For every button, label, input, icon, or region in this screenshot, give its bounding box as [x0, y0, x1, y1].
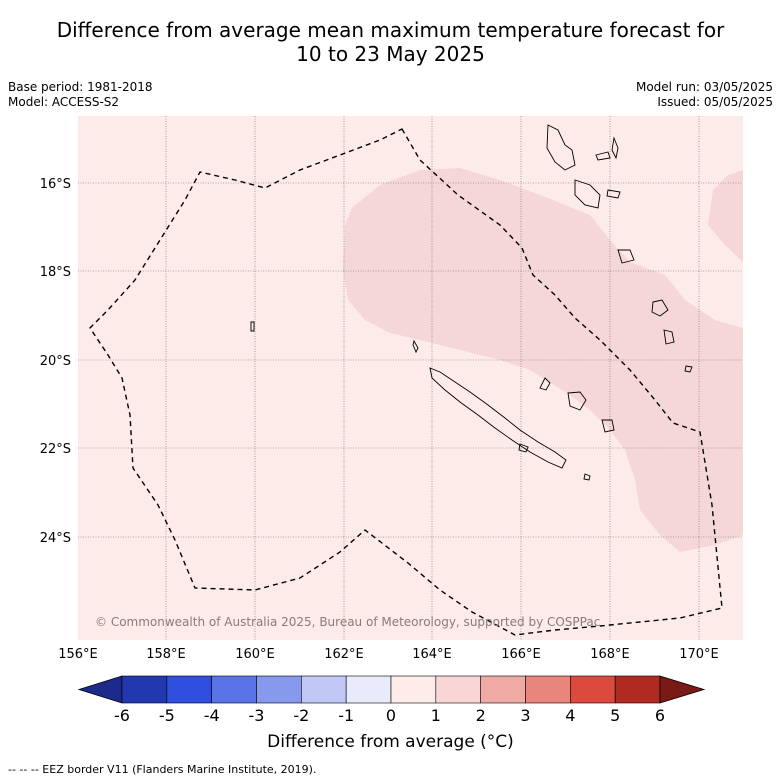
lon-tick-162: 162°E	[324, 647, 364, 662]
colorbar-segment	[390, 675, 437, 704]
copyright-text: © Commonwealth of Australia 2025, Bureau…	[95, 615, 600, 629]
lon-tick-158: 158°E	[146, 647, 186, 662]
colorbar-tick-label: 1	[431, 706, 441, 725]
ambrym-island	[595, 151, 611, 161]
colorbar-segment	[480, 675, 526, 704]
lon-tick-168: 168°E	[590, 647, 630, 662]
colorbar-tick-label: -1	[338, 706, 354, 725]
meta-left: Base period: 1981-2018 Model: ACCESS-S2	[8, 80, 153, 110]
chesterfield-reef	[250, 321, 255, 332]
latitude-ticks: 16°S 18°S 20°S 22°S 24°S	[40, 177, 71, 546]
new-caledonia-island	[429, 367, 567, 469]
pentecost-island	[611, 136, 619, 160]
erromango-island	[651, 299, 669, 317]
colorbar-segment	[614, 675, 661, 704]
meta-right: Model run: 03/05/2025 Issued: 05/05/2025	[636, 80, 773, 110]
colorbar-segment	[121, 675, 168, 704]
lat-tick-24: 24°S	[40, 531, 71, 546]
colorbar-tick-label: -4	[204, 706, 220, 725]
tanna-island	[663, 329, 675, 345]
colorbar-tick-label: -6	[114, 706, 130, 725]
eez-border	[89, 128, 723, 636]
aneityum-island	[684, 365, 693, 373]
lat-tick-20: 20°S	[40, 354, 71, 369]
eez-footnote: -- -- -- EEZ border V11 (Flanders Marine…	[8, 763, 317, 776]
lat-tick-16: 16°S	[40, 177, 71, 192]
colorbar-segment	[166, 675, 212, 704]
colorbar-segment	[211, 675, 257, 704]
efate-island	[617, 249, 635, 264]
colorbar-segment	[345, 675, 392, 704]
colorbar-tick-label: 5	[610, 706, 620, 725]
ouvea-island	[539, 377, 551, 391]
lon-tick-170: 170°E	[679, 647, 719, 662]
title-line-2: 10 to 23 May 2025	[296, 42, 485, 66]
colorbar-segment	[525, 675, 571, 704]
colorbar-label: Difference from average (°C)	[267, 732, 514, 752]
lon-tick-160: 160°E	[235, 647, 275, 662]
lon-tick-166: 166°E	[501, 647, 541, 662]
malekula-island	[574, 179, 601, 209]
islands	[250, 124, 693, 481]
colorbar-tick-label: 3	[520, 706, 530, 725]
lat-tick-22: 22°S	[40, 442, 71, 457]
colorbar-tick-label: -2	[293, 706, 309, 725]
colorbar-segment	[435, 675, 481, 704]
ile-des-pins	[518, 443, 529, 453]
lon-tick-164: 164°E	[412, 647, 452, 662]
anomaly-region-edge	[708, 170, 743, 262]
colorbar-tick-label: 0	[386, 706, 396, 725]
gridlines	[78, 116, 743, 640]
issued-date: Issued: 05/05/2025	[657, 95, 773, 109]
colorbar-tick-label: 2	[476, 706, 486, 725]
colorbar-segment	[301, 675, 347, 704]
colorbar-ticks: -6 -5 -4 -3 -2 -1 0 1 2 3 4 5 6	[114, 706, 665, 725]
colorbar-tick-label: -5	[159, 706, 175, 725]
colorbar-tick-label: 4	[565, 706, 575, 725]
colorbar-tick-label: 6	[655, 706, 665, 725]
colorbar-segment	[256, 675, 302, 704]
model-run: Model run: 03/05/2025	[635, 80, 773, 94]
mare-island	[601, 419, 615, 433]
base-period: Base period: 1981-2018	[8, 80, 153, 94]
espiritu-santo-island	[546, 124, 576, 171]
model-name: Model: ACCESS-S2	[8, 95, 120, 109]
longitude-ticks: 156°E 158°E 160°E 162°E 164°E 166°E 168°…	[58, 647, 719, 662]
colorbar-extend-high	[659, 675, 706, 704]
lon-tick-156: 156°E	[58, 647, 98, 662]
colorbar-extend-low	[77, 675, 123, 704]
colorbar-segment	[570, 675, 616, 704]
belep-islands	[412, 339, 419, 354]
lifou-island	[567, 391, 587, 411]
title-line-1: Difference from average mean maximum tem…	[56, 18, 725, 42]
colorbar	[77, 675, 706, 704]
epi-island	[606, 189, 621, 199]
lat-tick-18: 18°S	[40, 265, 71, 280]
walpole-island	[583, 473, 591, 481]
colorbar-tick-label: -3	[249, 706, 265, 725]
map-title: Difference from average mean maximum tem…	[0, 18, 781, 66]
